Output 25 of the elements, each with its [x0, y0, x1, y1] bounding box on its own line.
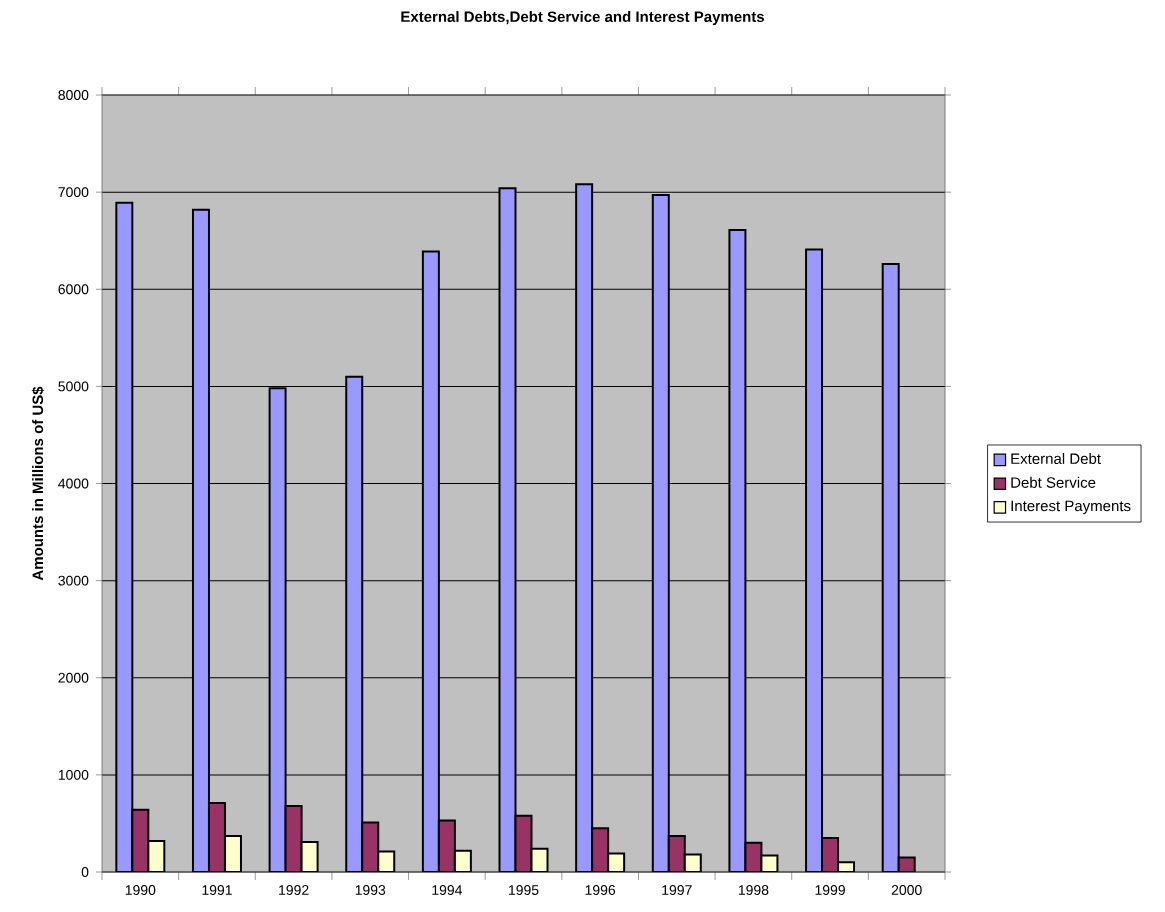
- x-tick-label: 1992: [279, 885, 309, 895]
- y-tick-label: 5000: [58, 381, 89, 392]
- y-tick-label: 4000: [58, 478, 89, 489]
- x-tick-label: 1995: [509, 885, 539, 895]
- x-tick-label: 1996: [585, 885, 616, 895]
- y-tick-label: 3000: [58, 575, 89, 586]
- x-tick-label: 1991: [202, 885, 232, 895]
- y-tick-label: 8000: [58, 90, 89, 100]
- y-tick-label: 7000: [58, 187, 89, 198]
- legend-label: External Debt: [1011, 453, 1101, 465]
- x-tick-label: 1999: [815, 885, 845, 895]
- y-tick-label: 6000: [58, 284, 89, 295]
- x-tick-label: 1993: [355, 885, 386, 895]
- y-axis-title: Amounts in Millions of US$: [31, 386, 45, 581]
- x-tick-label: 2000: [891, 885, 922, 895]
- x-tick-label: 1994: [432, 885, 463, 895]
- chart-title: External Debts,Debt Service and Interest Payments: [401, 11, 765, 25]
- y-tick-label: 1000: [58, 769, 89, 780]
- legend-label: Interest Payments: [1011, 500, 1131, 515]
- x-tick-label: 1997: [662, 885, 692, 895]
- y-tick-label: 0: [81, 867, 89, 877]
- x-tick-label: 1990: [125, 885, 156, 895]
- x-tick-label: 1998: [738, 885, 769, 895]
- y-tick-label: 2000: [58, 672, 89, 683]
- legend-label: Debt Service: [1011, 476, 1096, 488]
